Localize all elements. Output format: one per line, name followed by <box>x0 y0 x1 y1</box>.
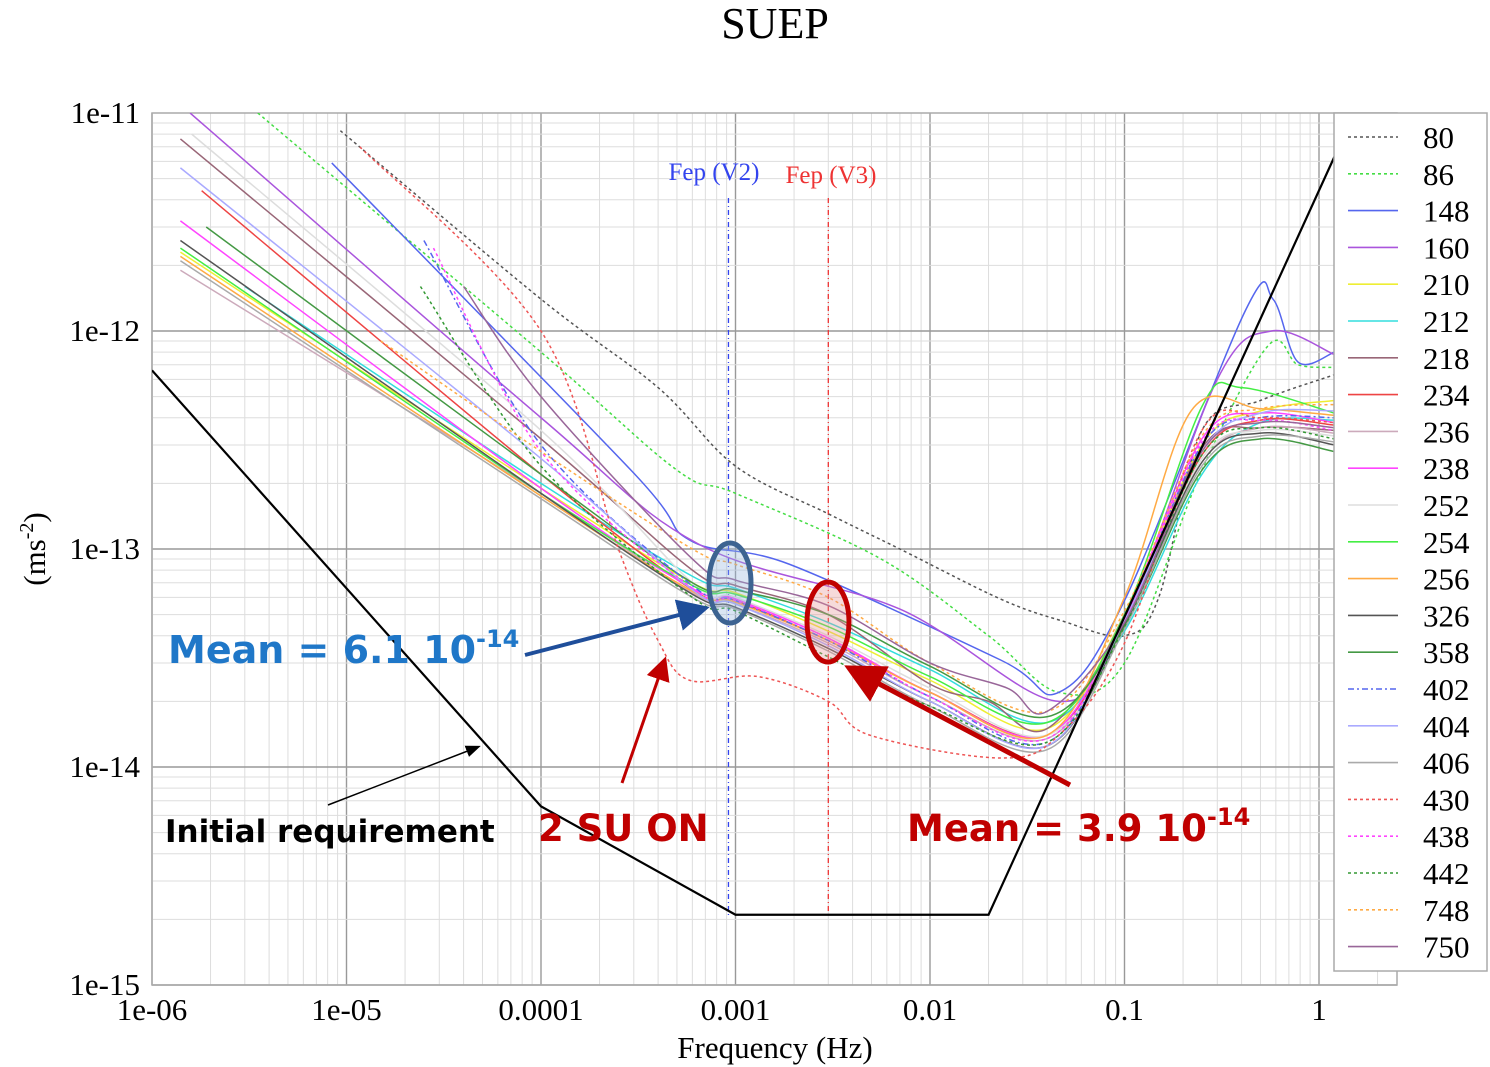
legend-label-430: 430 <box>1423 782 1470 817</box>
legend-label-358: 358 <box>1423 635 1470 670</box>
legend-label-402: 402 <box>1423 672 1470 707</box>
x-tick-label: 0.0001 <box>498 992 583 1027</box>
legend-label-236: 236 <box>1423 414 1470 449</box>
legend-label-148: 148 <box>1423 194 1470 229</box>
legend-label-442: 442 <box>1423 856 1470 891</box>
legend-label-748: 748 <box>1423 893 1470 928</box>
two-su-on-annotation: 2 SU ON <box>538 807 709 850</box>
legend-label-86: 86 <box>1423 157 1454 192</box>
legend-label-252: 252 <box>1423 488 1470 523</box>
y-tick-label: 1e-14 <box>69 749 140 784</box>
fep-v3-label: Fep (V3) <box>786 162 877 189</box>
legend-label-234: 234 <box>1423 378 1470 413</box>
x-axis-label: Frequency (Hz) <box>677 1030 872 1065</box>
legend-label-212: 212 <box>1423 304 1470 339</box>
legend-label-160: 160 <box>1423 230 1470 265</box>
y-axis: 1e-11 1e-12 1e-13 1e-14 1e-15 <box>69 95 140 1002</box>
x-tick-label: 1e-05 <box>311 992 382 1027</box>
mean-v3-annotation: Mean = 3.9 10-14 <box>907 803 1250 850</box>
series-line-148 <box>331 162 1335 696</box>
x-tick-label: 0.01 <box>903 992 957 1027</box>
legend: 8086148160210212218234236238252254256326… <box>1333 112 1488 972</box>
x-tick-label: 0.1 <box>1105 992 1144 1027</box>
x-tick-label: 0.001 <box>701 992 771 1027</box>
legend-label-750: 750 <box>1423 930 1470 965</box>
mean-v2-arrow <box>524 599 710 657</box>
fep-v2-highlight-ellipse <box>706 540 754 626</box>
x-tick-label: 1 <box>1311 992 1327 1027</box>
legend-label-80: 80 <box>1423 120 1454 155</box>
y-tick-label: 1e-15 <box>69 967 140 1002</box>
initial-requirement-annotation: Initial requirement <box>165 814 495 850</box>
legend-label-218: 218 <box>1423 341 1470 376</box>
initial-requirement-arrow <box>327 745 481 806</box>
mean-v3-arrow <box>844 665 1072 788</box>
two-su-on-arrow <box>620 656 670 784</box>
series-line-358 <box>205 226 1335 719</box>
series-line-438 <box>432 247 1335 742</box>
series-line-406 <box>180 260 1335 753</box>
y-tick-label: 1e-11 <box>71 95 140 130</box>
grid <box>151 113 1397 986</box>
mean-v2-annotation: Mean = 6.1 10-14 <box>168 625 519 672</box>
legend-label-210: 210 <box>1423 267 1470 302</box>
chart-title: SUEP <box>721 0 829 48</box>
series-line-212 <box>244 285 1335 724</box>
x-axis: 1e-06 1e-05 0.0001 0.001 0.01 0.1 1 <box>117 992 1327 1027</box>
series-line-86 <box>257 113 1335 696</box>
series-line-80 <box>339 130 1335 638</box>
series-line-326 <box>179 239 1335 749</box>
y-tick-label: 1e-12 <box>69 313 140 348</box>
initial-requirement-line <box>152 156 1336 916</box>
series-line-160 <box>189 113 1335 703</box>
legend-label-404: 404 <box>1423 709 1470 744</box>
fep-v3-highlight-ellipse <box>804 579 852 665</box>
series-line-442 <box>419 286 1335 746</box>
y-axis-label: (ms-2) <box>16 512 52 586</box>
legend-label-256: 256 <box>1423 562 1470 597</box>
legend-label-438: 438 <box>1423 819 1470 854</box>
series-line-218 <box>179 138 1335 733</box>
series-line-252 <box>191 133 1335 738</box>
y-tick-label: 1e-13 <box>69 531 140 566</box>
legend-label-326: 326 <box>1423 598 1470 633</box>
fep-v2-label: Fep (V2) <box>669 159 760 186</box>
legend-label-238: 238 <box>1423 451 1470 486</box>
legend-label-406: 406 <box>1423 746 1470 781</box>
series-line-402 <box>423 240 1335 746</box>
series-line-256 <box>180 255 1335 740</box>
legend-label-254: 254 <box>1423 525 1470 560</box>
x-tick-label: 1e-06 <box>117 992 188 1027</box>
